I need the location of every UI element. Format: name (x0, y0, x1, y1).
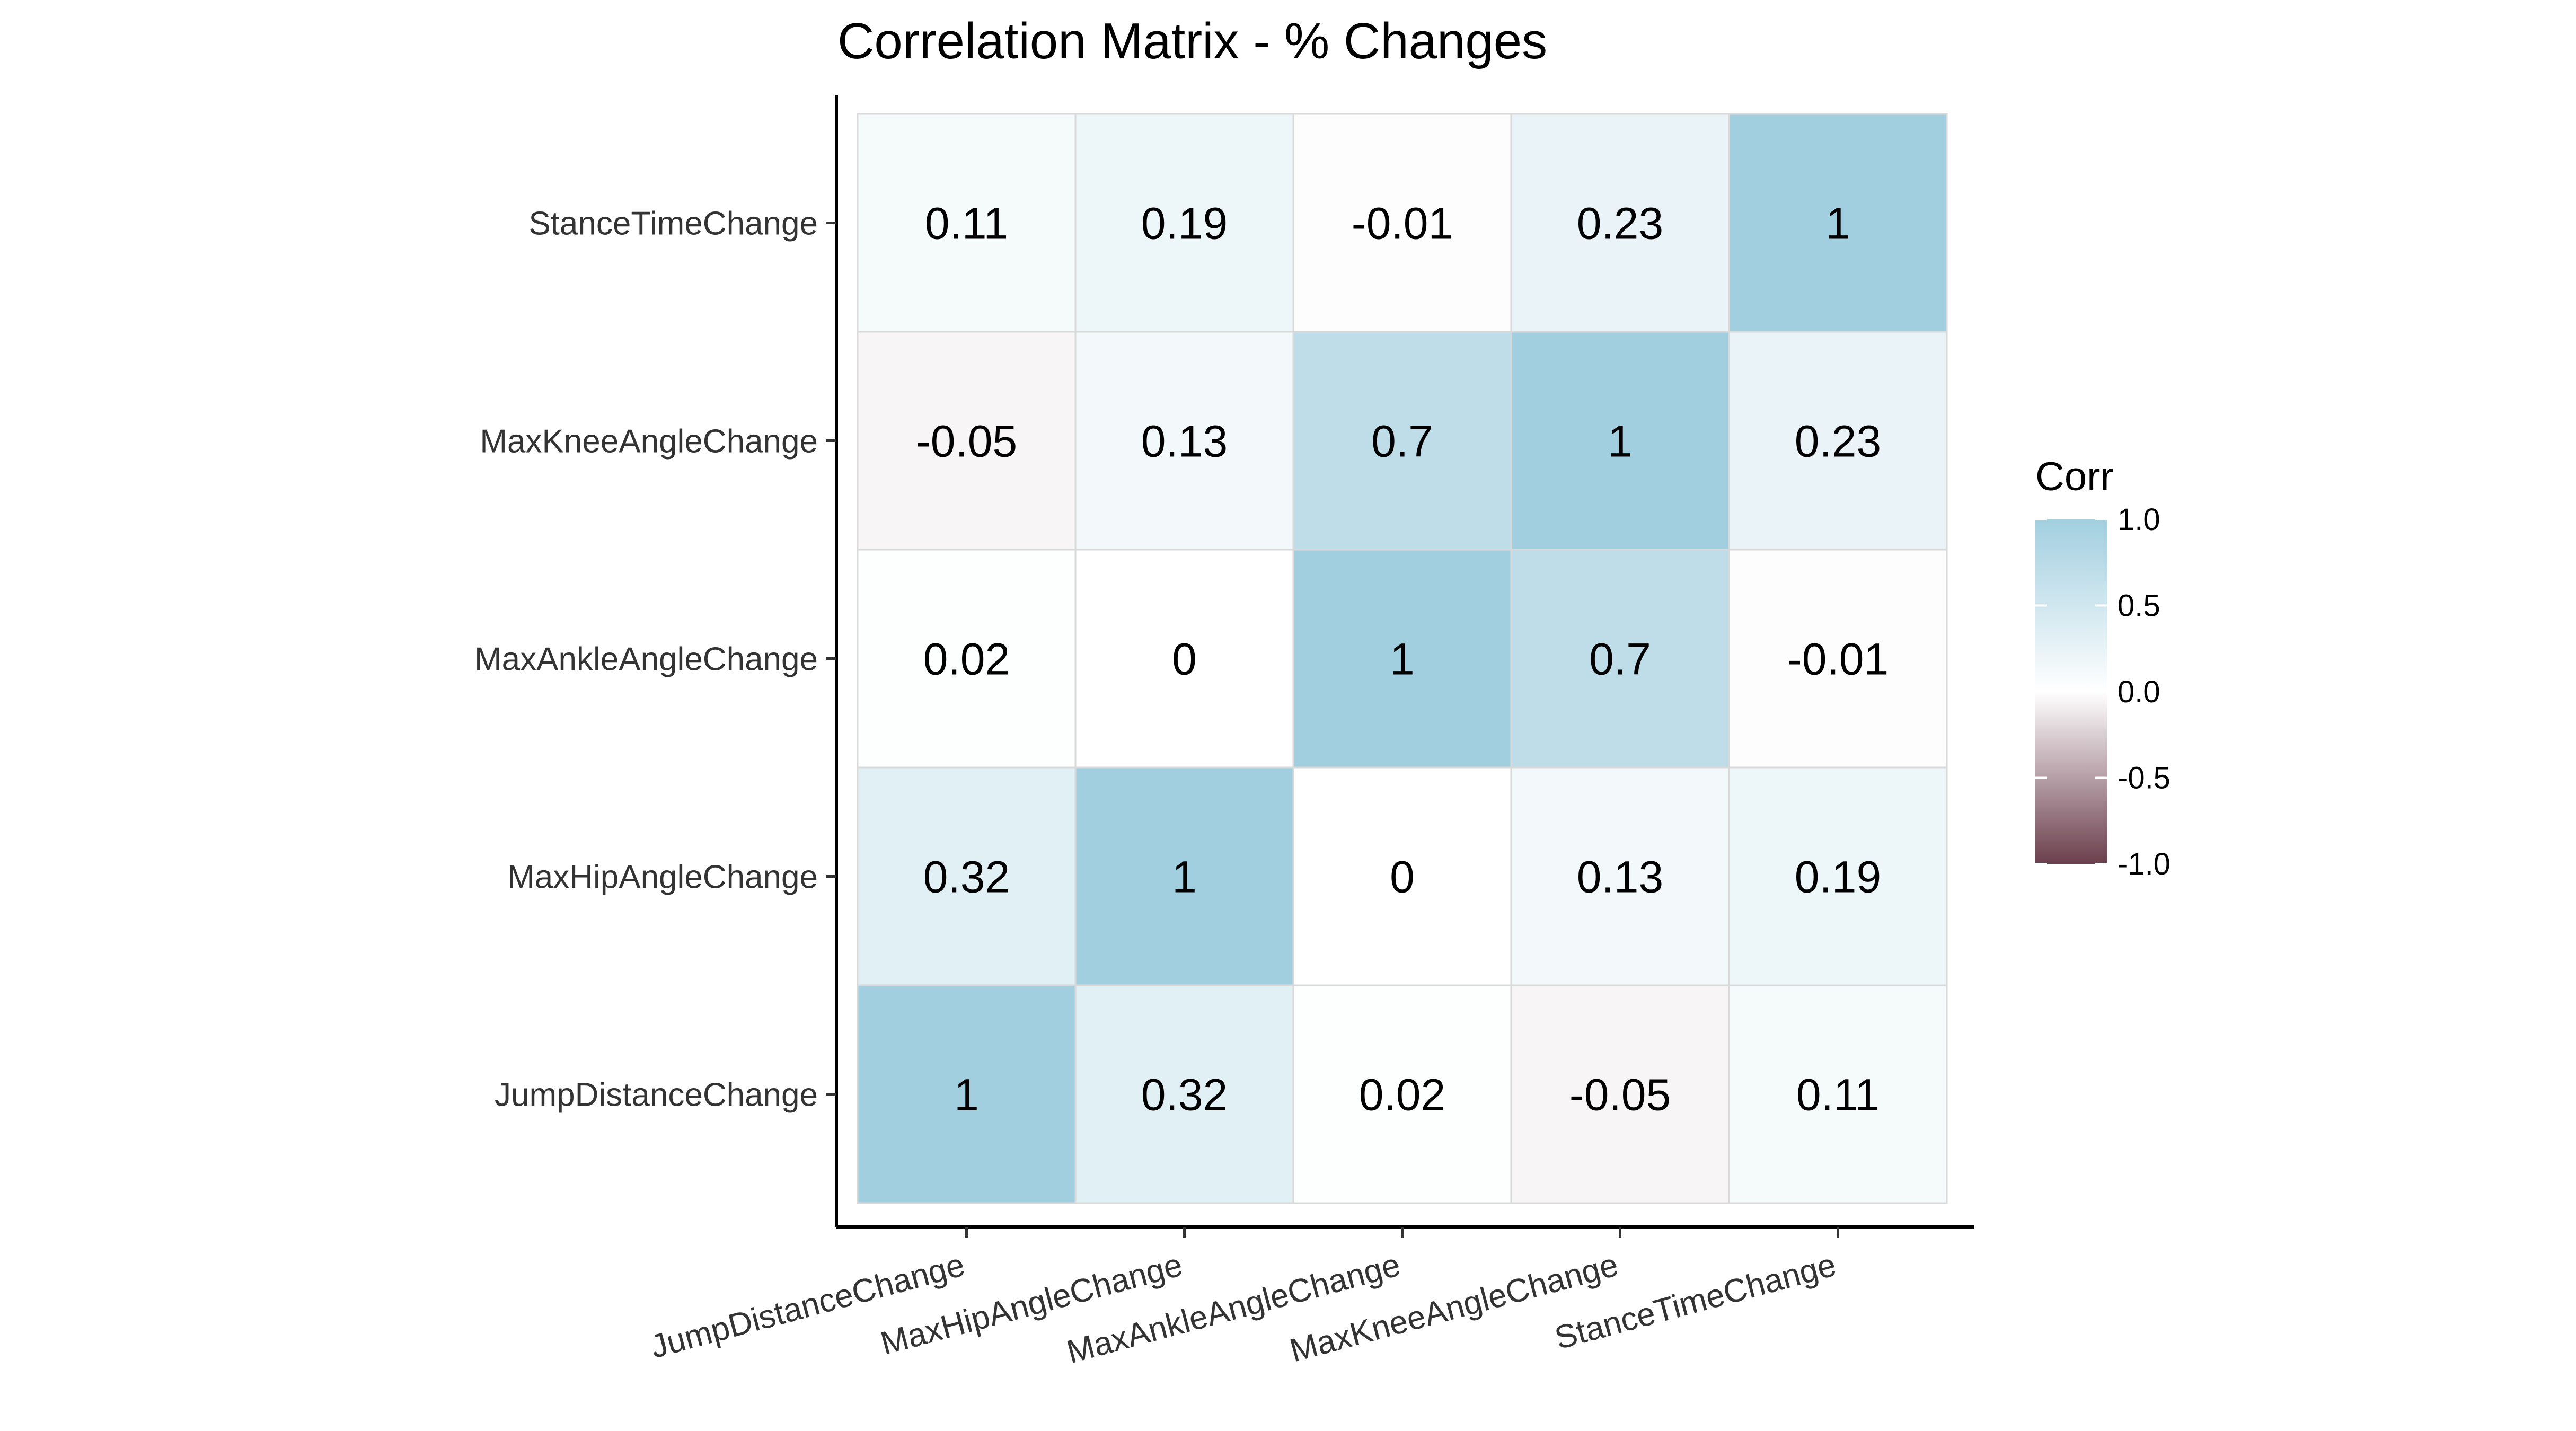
legend-ticks: 1.0 0.5 0.0 -0.5 -1.0 (2035, 502, 2171, 881)
cell-value-label: -0.01 (1352, 199, 1453, 249)
heatmap-cell (1074, 766, 1294, 986)
legend-tick-label: -0.5 (2118, 761, 2171, 796)
heatmap-cell-labels: 1 0.32 0.02 -0.05 0.11 0.32 1 0 0.13 0.19 0.02 0 1 0.… (916, 199, 1889, 1120)
cell-value-label: 0.7 (1589, 634, 1651, 684)
y-axis-ticks: JumpDistanceChange MaxHipAngleChange MaxAn… (474, 206, 836, 1114)
cell-value-label: 1 (1608, 417, 1633, 466)
cell-value-label: 0.02 (923, 634, 1010, 684)
cell-value-label: 0.11 (925, 199, 1008, 249)
heatmap-cell (1728, 331, 1948, 551)
cell-value-label: -0.05 (916, 417, 1017, 466)
heatmap-cell (1728, 113, 1948, 333)
cell-value-label: 0 (1390, 852, 1415, 902)
cell-value-label: 0.02 (1359, 1070, 1446, 1120)
cell-value-label: 0 (1172, 634, 1197, 684)
cell-value-label: 0.19 (1795, 852, 1882, 902)
heatmap-cell (1728, 549, 1948, 768)
y-tick-label: MaxAnkleAngleChange (474, 641, 818, 678)
cell-value-label: 1 (1390, 634, 1415, 684)
cell-value-label: 0.23 (1795, 417, 1882, 466)
x-axis-ticks: JumpDistanceChangeMaxHipAngleChangeMaxAn… (647, 1227, 1840, 1371)
legend-tick-label: 1.0 (2118, 502, 2160, 537)
cell-value-label: 0.32 (1141, 1070, 1228, 1120)
cell-value-label: -0.01 (1787, 634, 1889, 684)
cell-value-label: -0.05 (1569, 1070, 1671, 1120)
heatmap-cell (857, 766, 1077, 986)
legend-tick-label: 0.0 (2118, 675, 2160, 709)
cell-value-label: 1 (1172, 852, 1197, 902)
legend-color-bar (2035, 519, 2107, 864)
heatmap-cell (857, 984, 1077, 1204)
cell-value-label: 1 (954, 1070, 979, 1120)
heatmap-cell (1292, 113, 1512, 333)
heatmap-cell (1074, 549, 1294, 768)
cell-value-label: 0.19 (1141, 199, 1228, 249)
cell-value-label: 0.23 (1577, 199, 1664, 249)
heatmap-cell (1074, 984, 1294, 1204)
legend-tick-label: 0.5 (2118, 589, 2160, 623)
y-tick-label: JumpDistanceChange (495, 1077, 818, 1114)
y-tick-label: StanceTimeChange (528, 206, 818, 242)
heatmap-cell (1292, 766, 1512, 986)
heatmap-cell (1292, 331, 1512, 551)
heatmap-cell (1510, 331, 1730, 551)
y-tick-label: MaxHipAngleChange (507, 859, 818, 896)
heatmap-cells (857, 113, 1948, 1204)
cell-value-label: 0.32 (923, 852, 1010, 902)
legend-tick-label: -1.0 (2118, 847, 2171, 881)
heatmap-cell (1510, 984, 1730, 1204)
cell-value-label: 0.11 (1796, 1070, 1880, 1120)
chart-axes (835, 95, 1974, 1229)
y-tick-label: MaxKneeAngleChange (480, 423, 818, 460)
heatmap-cell (1510, 766, 1730, 986)
heatmap-cell (1074, 331, 1294, 551)
cell-value-label: 0.7 (1371, 417, 1433, 466)
heatmap-cell (1728, 984, 1948, 1204)
legend-title: Corr (2035, 454, 2114, 499)
cell-value-label: 0.13 (1141, 417, 1228, 466)
heatmap-cell (1728, 766, 1948, 986)
heatmap-cell (857, 331, 1077, 551)
chart-title: Correlation Matrix - % Changes (837, 13, 1547, 69)
heatmap-cell (1292, 549, 1512, 768)
color-legend: Corr 1.0 0.5 0.0 -0.5 -1.0 (2035, 454, 2171, 881)
heatmap-cell (1074, 113, 1294, 333)
cell-value-label: 0.13 (1577, 852, 1664, 902)
heatmap-cell (857, 113, 1077, 333)
cell-value-label: 1 (1825, 199, 1850, 249)
